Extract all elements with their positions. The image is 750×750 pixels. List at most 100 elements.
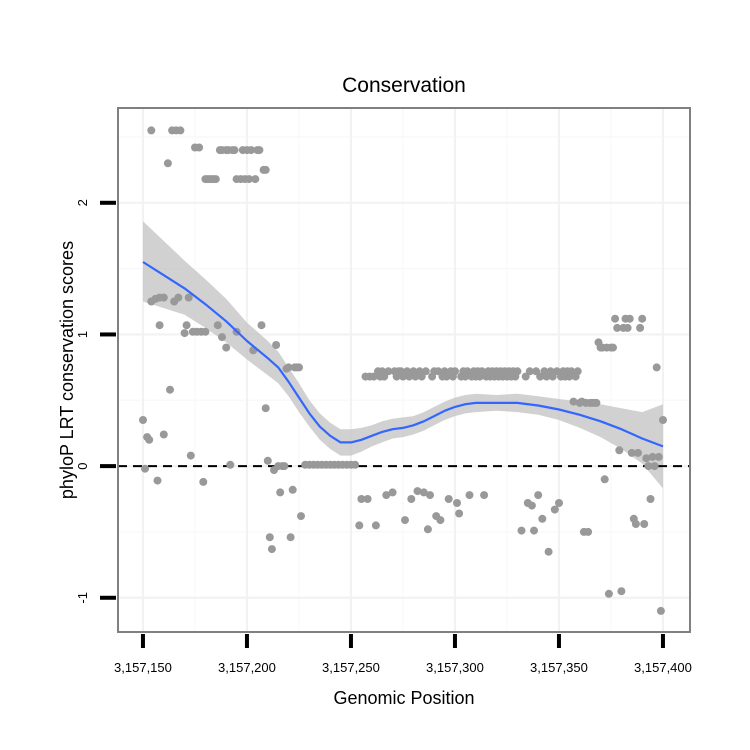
data-point [371,521,380,530]
data-point [604,589,613,598]
data-point [255,146,264,155]
data-point [517,526,526,535]
data-point [147,126,156,135]
data-point [245,175,253,184]
data-point [159,293,168,302]
x-tick-label: 3,157,200 [218,660,276,675]
data-point [176,126,185,135]
data-point [423,525,432,534]
data-point [623,323,632,332]
smooth-fit-line [142,261,664,448]
data-point [636,323,645,332]
data-point [600,475,609,484]
data-point [263,456,272,465]
data-point [613,323,622,332]
x-tick-label: 3,157,150 [114,660,172,675]
data-point [611,314,620,323]
data-point [184,293,193,302]
data-point [646,495,655,503]
data-point [513,367,522,376]
data-point [401,516,409,525]
data-point [644,462,653,471]
data-point [261,165,270,174]
data-point [226,460,235,469]
data-point [451,367,459,376]
data-point [538,514,547,523]
y-tick-label: -1 [75,592,90,604]
x-tick-label: 3,157,250 [322,660,380,675]
data-point [384,367,393,376]
data-point [357,495,366,503]
data-point [550,505,559,514]
data-point [182,321,191,330]
x-tick-label: 3,157,300 [426,660,484,675]
data-point [265,533,274,542]
data-point [141,464,149,473]
data-point [421,367,430,376]
data-point [261,404,270,413]
data-point [153,476,162,485]
data-point [584,527,593,536]
data-points [139,126,667,615]
data-point [382,491,391,500]
data-point [455,509,464,518]
data-point [195,143,204,152]
data-point [525,367,534,376]
data-point [436,516,445,525]
data-point [609,343,617,352]
y-tick-label: 2 [75,199,90,206]
data-point [642,454,651,463]
data-point [617,587,626,596]
data-point [419,488,428,497]
data-point [627,448,636,457]
data-point [592,398,601,407]
data-point [211,175,220,184]
data-point [634,448,642,457]
data-point [230,146,239,155]
data-point [155,321,164,330]
data-point [640,520,649,528]
data-point [625,314,634,323]
data-point [615,446,624,455]
data-point [544,547,553,556]
data-point [286,533,295,542]
data-point [280,462,289,471]
data-point [656,606,665,615]
data-point [650,462,659,471]
data-point [247,146,256,155]
data-point [213,321,222,330]
data-point [638,314,647,323]
data-point [444,495,453,503]
confidence-band [143,221,663,489]
data-point [659,416,667,424]
x-tick-label: 3,157,350 [530,660,588,675]
x-axis-title: Genomic Position [333,688,474,708]
data-point [222,343,231,352]
data-point [159,430,168,439]
data-point [180,329,189,338]
data-point [465,491,474,500]
data-point [648,452,657,461]
data-point [288,485,297,494]
data-point [174,293,183,302]
y-axis-title: phyloP LRT conservation scores [57,241,77,499]
data-point [145,435,154,444]
y-axis: -1 0 1 2 [75,199,116,604]
data-point [284,363,293,372]
y-tick-label: 0 [75,462,90,469]
data-point [631,520,640,528]
data-point [276,488,285,497]
panel-border [117,107,691,633]
data-point [527,501,536,510]
data-point [201,327,210,336]
data-point [569,397,578,406]
data-point [407,495,416,503]
data-point [573,367,582,376]
plot-panel [117,107,691,633]
y-tick-label: 1 [75,331,90,338]
data-point [351,460,360,469]
data-point [163,159,172,168]
data-point [363,495,372,503]
x-axis: 3,157,150 3,157,200 3,157,250 3,157,300 3,15… [114,634,692,675]
chart-title: Conservation [342,74,466,97]
